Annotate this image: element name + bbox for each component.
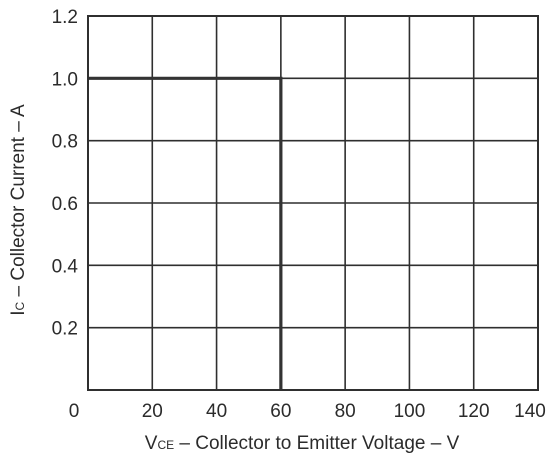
x-axis-symbol: V [145,433,158,454]
x-tick-label: 100 [394,401,426,422]
y-axis-symbol-subscript: C [13,301,27,310]
grid-lines [88,16,538,390]
x-axis-symbol-subscript: CE [157,438,174,452]
x-axis-title-text: – Collector to Emitter Voltage – V [174,433,459,454]
x-tick-label: 20 [142,401,163,422]
plot-frame [87,15,539,391]
y-axis-symbol: I [8,310,29,315]
y-tick-label: 1.0 [52,69,78,90]
y-axis-title: IC – Collector Current – A [8,104,29,316]
y-tick-labels: 0.2 0.4 0.6 0.8 1.0 1.2 [52,7,79,340]
x-tick-label: 80 [335,401,356,422]
y-tick-label: 0.8 [52,132,78,153]
y-tick-label: 1.2 [52,7,78,28]
x-tick-label: 0 [69,401,80,422]
y-tick-label: 0.4 [52,256,79,277]
series-layer [88,76,283,390]
y-tick-label: 0.2 [52,319,78,340]
series-line [88,76,283,390]
y-tick-label: 0.6 [52,194,78,215]
x-tick-label: 140 [514,401,546,422]
x-axis-title: VCE – Collector to Emitter Voltage – V [145,433,460,454]
x-tick-labels: 0 20 40 60 80 100 120 140 [69,401,546,422]
x-tick-label: 120 [458,401,490,422]
y-axis-title-text: – Collector Current – A [8,104,29,302]
x-tick-label: 40 [206,401,227,422]
x-tick-label: 60 [270,401,291,422]
